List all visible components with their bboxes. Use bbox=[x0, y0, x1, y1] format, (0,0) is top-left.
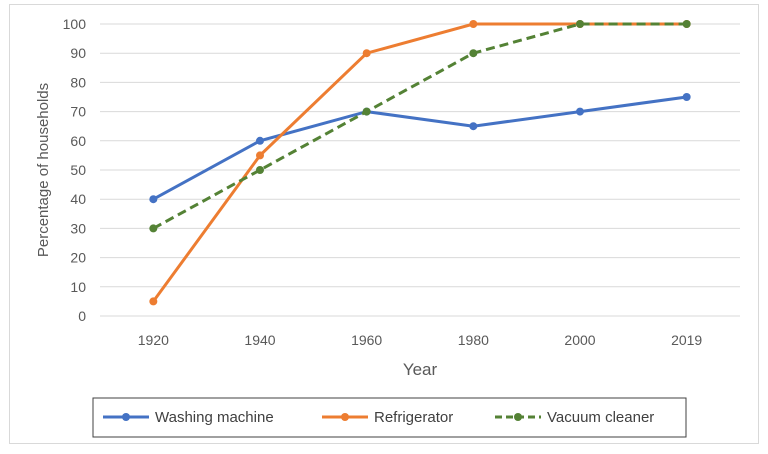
legend-marker bbox=[341, 413, 349, 421]
x-tick-label: 2000 bbox=[564, 332, 595, 348]
data-point bbox=[256, 136, 264, 145]
data-point bbox=[469, 20, 478, 28]
x-tick-label: 1960 bbox=[351, 332, 382, 348]
y-tick-label: 60 bbox=[70, 133, 86, 149]
data-point bbox=[682, 20, 691, 28]
x-axis-label: Year bbox=[403, 360, 438, 379]
series-line bbox=[152, 22, 687, 303]
y-tick-label: 90 bbox=[70, 45, 86, 61]
legend-box bbox=[92, 397, 687, 438]
data-point bbox=[362, 107, 371, 116]
y-tick-label: 80 bbox=[70, 74, 86, 90]
series-line bbox=[152, 22, 687, 230]
data-point bbox=[256, 166, 264, 174]
y-tick-label: 10 bbox=[70, 279, 86, 295]
data-point bbox=[682, 93, 691, 101]
series-line bbox=[152, 95, 687, 201]
y-tick-label: 70 bbox=[70, 104, 86, 120]
x-tick-label: 1980 bbox=[458, 332, 489, 348]
x-tick-label: 1940 bbox=[244, 332, 275, 348]
legend-label: Refrigerator bbox=[374, 409, 453, 426]
legend-marker bbox=[122, 413, 130, 421]
y-tick-label: 20 bbox=[70, 250, 86, 266]
data-point bbox=[149, 297, 158, 306]
chart-frame bbox=[9, 4, 759, 444]
y-tick-label: 30 bbox=[70, 220, 86, 236]
x-tick-label: 2019 bbox=[671, 332, 702, 348]
y-tick-label: 0 bbox=[78, 308, 86, 324]
y-axis-label: Percentage of households bbox=[35, 83, 52, 257]
data-point bbox=[469, 49, 478, 58]
data-point bbox=[576, 107, 584, 116]
data-point bbox=[576, 20, 584, 28]
y-tick-label: 40 bbox=[70, 191, 86, 207]
y-tick-label: 50 bbox=[70, 162, 86, 178]
y-tick-label: 100 bbox=[63, 16, 87, 32]
legend-label: Vacuum cleaner bbox=[547, 409, 654, 426]
data-point bbox=[256, 151, 264, 160]
legend-marker bbox=[514, 413, 522, 421]
data-point bbox=[149, 224, 158, 233]
data-point bbox=[469, 122, 478, 131]
x-tick-label: 1920 bbox=[138, 332, 169, 348]
legend-label: Washing machine bbox=[155, 409, 274, 426]
data-point bbox=[362, 49, 371, 58]
data-point bbox=[149, 195, 158, 204]
